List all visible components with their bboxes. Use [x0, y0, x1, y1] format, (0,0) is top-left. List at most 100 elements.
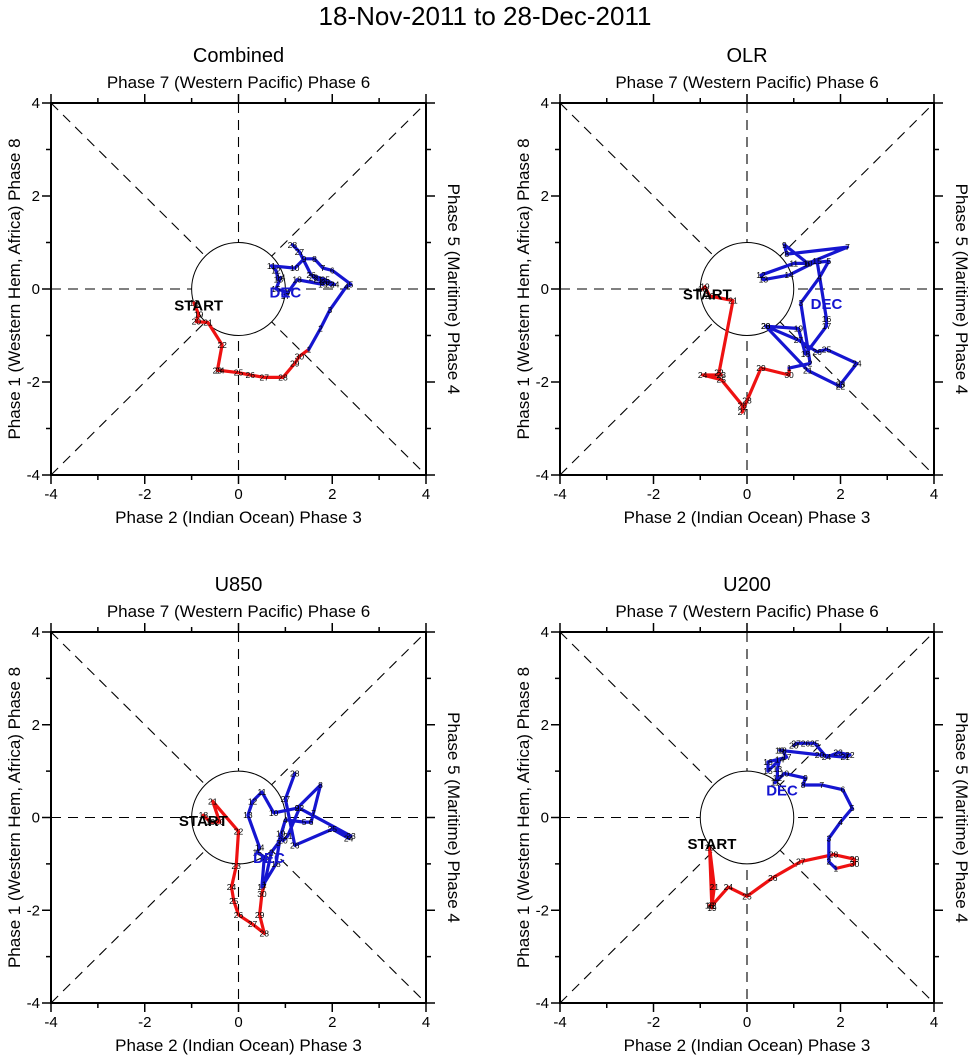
day-label: 28 [789, 741, 799, 751]
right-phase-label: Phase 5 (Maritime) Phase 4 [952, 184, 971, 395]
x-tick-label: 0 [743, 1014, 751, 1031]
x-tick-label: 2 [836, 486, 844, 503]
day-label: 22 [217, 340, 227, 350]
day-label: 21 [710, 882, 720, 892]
day-label: 10 [290, 263, 300, 273]
day-label: 26 [812, 347, 822, 357]
x-axis-label: Phase 2 (Indian Ocean) Phase 3 [115, 1036, 362, 1055]
day-label: 24 [215, 365, 225, 375]
day-label: 5 [826, 256, 831, 266]
day-label: 8 [784, 249, 789, 259]
day-label: 27 [248, 919, 258, 929]
day-label: 30 [784, 370, 794, 380]
day-label: 28 [742, 396, 752, 406]
series-line-december [759, 243, 859, 389]
day-label: 14 [255, 843, 265, 853]
day-label: 17 [257, 882, 267, 892]
y-tick-label: 0 [541, 810, 549, 827]
day-label: 29 [756, 363, 766, 373]
y-tick-label: -4 [536, 467, 549, 484]
day-label: 15 [253, 847, 263, 857]
series-line-november [201, 799, 266, 936]
x-tick-label: 4 [422, 486, 430, 503]
day-label: 13 [773, 764, 783, 774]
day-label: 26 [801, 738, 811, 748]
day-label: 27 [738, 407, 748, 417]
day-label: 26 [245, 370, 255, 380]
day-label: 19 [775, 745, 785, 755]
day-label: 16 [281, 286, 291, 296]
day-label: 10 [780, 768, 790, 778]
day-label: 26 [306, 270, 316, 280]
day-label: 14 [276, 272, 286, 282]
day-label: 27 [260, 372, 270, 382]
day-label: 28 [260, 928, 270, 938]
day-label: 27 [281, 794, 291, 804]
day-label: 3 [328, 305, 333, 315]
day-label: 14 [775, 755, 785, 765]
start-label: START [683, 287, 732, 304]
y-tick-label: -2 [27, 902, 40, 919]
y-tick-label: 0 [32, 281, 40, 298]
y-tick-label: 2 [541, 188, 549, 205]
day-label: 30 [850, 859, 860, 869]
phase-panel-olr: OLR Phase 7 (Western Pacific) Phase 6 Phas… [514, 45, 971, 527]
day-label: 24 [330, 279, 340, 289]
day-label: 19 [707, 903, 717, 913]
top-phase-label: Phase 7 (Western Pacific) Phase 6 [615, 602, 878, 621]
x-tick-label: 2 [836, 1014, 844, 1031]
x-tick-label: 4 [422, 1014, 430, 1031]
day-label: 5 [302, 817, 307, 827]
day-label: 3 [826, 833, 831, 843]
panels: Combined Phase 7 (Western Pacific) Phase … [5, 45, 971, 1055]
day-label: 19 [794, 324, 804, 334]
day-label: 18 [698, 284, 708, 294]
day-label: 21 [728, 296, 738, 306]
x-tick-label: -2 [138, 1014, 151, 1031]
day-label: 29 [850, 854, 860, 864]
day-label: 4 [817, 272, 822, 282]
day-label: 24 [344, 833, 354, 843]
panel-title: Combined [193, 45, 284, 67]
day-label: 22 [845, 750, 855, 760]
day-label: 18 [199, 810, 209, 820]
day-label: 6 [840, 785, 845, 795]
day-label: 7 [845, 242, 850, 252]
day-label: 28 [278, 372, 288, 382]
x-tick-label: 4 [930, 1014, 938, 1031]
day-label: 11 [258, 787, 267, 797]
day-label: 12 [756, 270, 766, 280]
day-label: 26 [738, 400, 748, 410]
day-label: 7 [819, 780, 824, 790]
day-label: 20 [705, 291, 715, 301]
day-label: 27 [794, 335, 804, 345]
day-label: 1 [833, 864, 838, 874]
x-axis-label: Phase 2 (Indian Ocean) Phase 3 [115, 508, 362, 527]
top-phase-label: Phase 7 (Western Pacific) Phase 6 [107, 73, 370, 92]
day-label: 20 [761, 321, 771, 331]
day-label: 22 [234, 826, 244, 836]
day-label: 23 [231, 861, 241, 871]
day-label: 4 [344, 282, 349, 292]
day-label: 23 [833, 748, 843, 758]
day-label: 16 [763, 757, 773, 767]
y-tick-label: -4 [27, 467, 40, 484]
day-label: 20 [815, 750, 825, 760]
panel-title: OLR [726, 45, 767, 67]
day-label: 6 [309, 817, 314, 827]
day-label: 8 [312, 254, 317, 264]
day-label: 11 [789, 258, 798, 268]
series-line-december [766, 741, 854, 871]
day-label: 2 [269, 847, 274, 857]
day-label: 21 [203, 317, 213, 327]
x-tick-label: 2 [328, 486, 336, 503]
day-label: 12 [271, 265, 281, 275]
start-label: START [174, 297, 223, 314]
day-label: 11 [771, 778, 780, 788]
day-label: 13 [243, 810, 253, 820]
day-label: 15 [271, 284, 281, 294]
day-label: 25 [822, 344, 832, 354]
day-label: 29 [255, 910, 265, 920]
day-label: 21 [840, 752, 850, 762]
day-label: 9 [302, 254, 307, 264]
